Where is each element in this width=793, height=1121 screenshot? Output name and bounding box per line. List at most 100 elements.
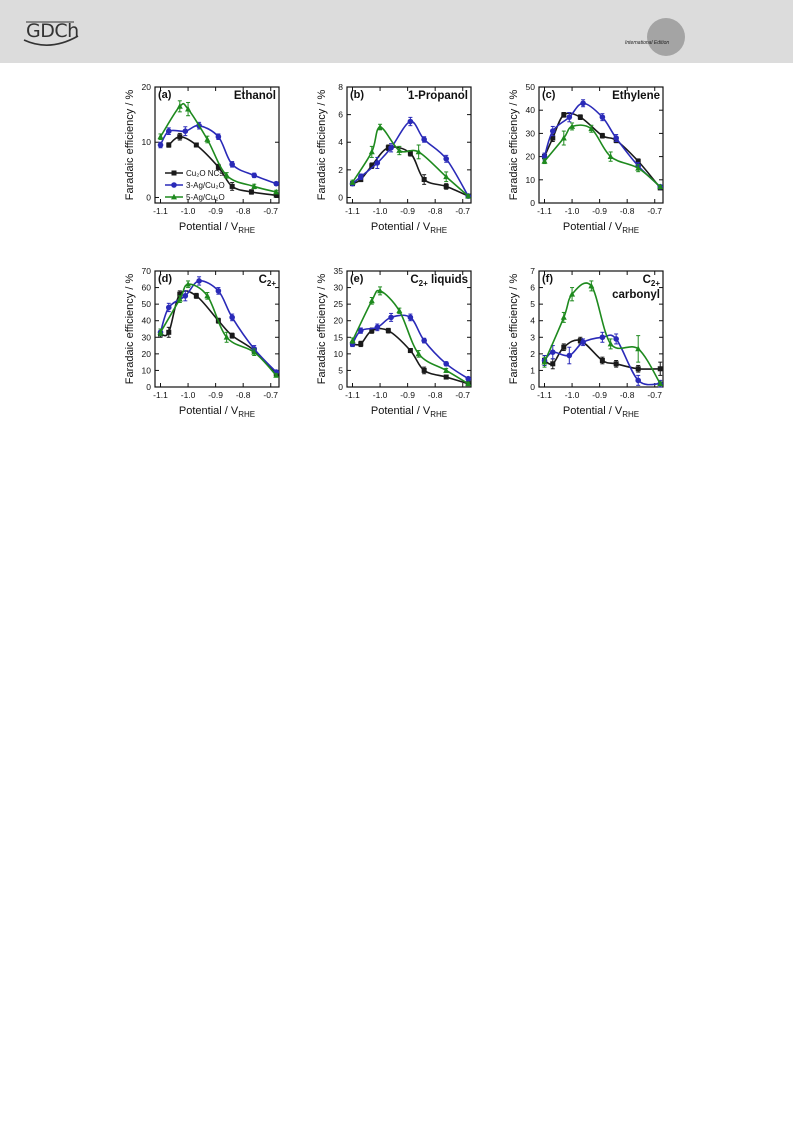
panel-label: (f) [542, 273, 553, 285]
y-tick-label: 0 [338, 192, 343, 202]
legend-label: 5-Ag/Cu₂O [186, 193, 225, 202]
panel-label: (e) [350, 273, 364, 285]
x-axis-label-subscript: RHE [430, 410, 447, 419]
data-point [177, 291, 183, 297]
data-point [407, 150, 413, 156]
series-2 [157, 276, 280, 375]
x-tick-label: -1.1 [537, 390, 552, 400]
data-point [407, 118, 414, 125]
data-point [388, 144, 394, 151]
data-point [166, 329, 172, 335]
series-2 [157, 121, 280, 187]
data-point [443, 183, 449, 189]
series-3 [541, 280, 664, 387]
series-1 [166, 132, 279, 198]
data-point [566, 352, 573, 359]
x-tick-label: -1.0 [181, 390, 196, 400]
y-tick-label: 5 [530, 299, 535, 309]
y-tick-label: 0 [530, 198, 535, 208]
x-tick-label: -1.1 [345, 206, 360, 216]
data-point [166, 142, 172, 148]
y-tick-label: 6 [338, 110, 343, 120]
data-point [196, 278, 202, 284]
data-point [368, 148, 375, 155]
chart-panel-4: -1.1 -1.0 -0.9 -0.8 -0.7 0 10 20 30 40 50 60 70 Poten… [124, 266, 280, 419]
data-point [569, 291, 576, 297]
y-tick-label: 7 [530, 266, 535, 276]
data-point [635, 165, 642, 171]
plot-frame [154, 86, 280, 204]
data-point [613, 135, 619, 141]
plot-frame [346, 270, 472, 388]
x-axis-label-subscript: RHE [430, 226, 447, 235]
y-tick-label: 2 [338, 165, 343, 175]
data-point [358, 341, 364, 347]
data-point [415, 350, 422, 357]
data-point [157, 142, 164, 148]
data-point [273, 188, 280, 195]
x-tick-label: -0.7 [647, 206, 662, 216]
data-point [635, 377, 641, 384]
data-point [407, 348, 413, 354]
y-tick-label: 6 [530, 283, 535, 293]
data-point [165, 128, 172, 134]
data-point [229, 333, 235, 339]
data-point [415, 148, 422, 155]
y-tick-label: 4 [530, 316, 535, 326]
logo-swoosh-icon [23, 21, 79, 46]
data-point [396, 147, 403, 153]
y-axis-label: Faradaic efficiency / % [124, 90, 136, 201]
y-tick-label: 40 [142, 316, 152, 326]
y-tick-label: 4 [338, 137, 343, 147]
data-point [377, 287, 384, 294]
data-point [607, 340, 614, 347]
x-tick-label: -0.8 [428, 206, 443, 216]
y-tick-label: 10 [526, 175, 536, 185]
y-tick-label: 20 [142, 82, 152, 92]
y-tick-label: 50 [526, 82, 536, 92]
data-point [251, 349, 258, 355]
x-axis-label-subscript: RHE [622, 410, 639, 419]
data-point [613, 361, 619, 367]
data-point [204, 292, 211, 299]
panel-label: (d) [158, 273, 172, 285]
data-point [421, 136, 427, 143]
data-point [215, 133, 222, 140]
data-point [549, 349, 556, 356]
data-point [357, 327, 364, 334]
data-point [229, 161, 235, 168]
data-point [599, 114, 606, 120]
x-axis-label: Potential / VRHE [179, 405, 255, 419]
data-point [421, 177, 427, 183]
data-point [182, 293, 189, 299]
y-tick-label: 5 [338, 365, 343, 375]
x-tick-label: -0.7 [455, 206, 470, 216]
figure: -1.1 -1.0 -0.9 -0.8 -0.7 0 10 20 Potential / VRH… [105, 75, 685, 460]
data-point [607, 153, 614, 159]
legend: Cu₂O NCs 3-Ag/Cu₂O 5-Ag/Cu₂O [165, 169, 225, 202]
data-point [185, 105, 192, 112]
data-point [599, 334, 606, 341]
data-point [560, 134, 567, 141]
y-axis-label: Faradaic efficiency / % [508, 274, 520, 385]
data-point [443, 173, 450, 180]
data-point [657, 366, 663, 372]
x-axis-label: Potential / VRHE [563, 221, 639, 235]
y-tick-label: 30 [526, 128, 536, 138]
x-tick-label: -1.0 [565, 390, 580, 400]
x-axis-label: Potential / VRHE [179, 221, 255, 235]
y-tick-label: 30 [142, 332, 152, 342]
series-2 [349, 312, 472, 382]
legend-marker [171, 193, 177, 200]
data-point [223, 172, 230, 178]
data-point [193, 142, 199, 148]
series-3 [349, 286, 472, 387]
y-tick-label: 35 [334, 266, 344, 276]
data-point [273, 372, 280, 378]
data-point [580, 100, 586, 107]
data-point [223, 334, 230, 340]
x-tick-label: -0.8 [236, 206, 251, 216]
data-point [635, 345, 642, 352]
data-point [561, 344, 567, 350]
x-axis-label: Potential / VRHE [371, 221, 447, 235]
